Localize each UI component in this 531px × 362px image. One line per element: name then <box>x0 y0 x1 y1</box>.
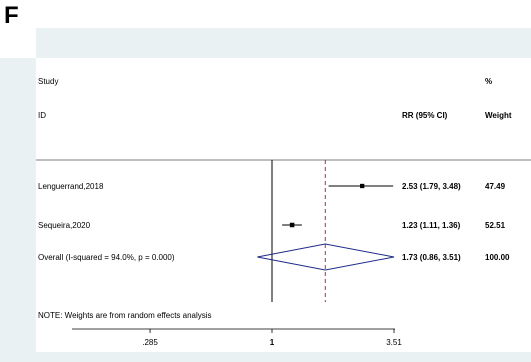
header-percent: % <box>485 77 492 86</box>
header-band <box>36 28 531 58</box>
header-id: ID <box>38 111 46 120</box>
overall-label: Overall (I-squared = 94.0%, p = 0.000) <box>38 253 175 262</box>
x-tick-label: .285 <box>142 338 158 347</box>
study-point <box>360 183 365 189</box>
study-point <box>289 222 295 228</box>
plot-area <box>36 58 531 352</box>
study-label: Lenguerrand,2018 <box>38 182 104 191</box>
x-tick-label: 1 <box>270 338 275 347</box>
header-rr: RR (95% CI) <box>402 111 448 120</box>
study-rr-text: 2.53 (1.79, 3.48) <box>402 182 461 191</box>
study-rr-text: 1.23 (1.11, 1.36) <box>402 221 461 230</box>
overall-rr-text: 1.73 (0.86, 3.51) <box>402 253 461 262</box>
bottom-band <box>36 352 531 362</box>
left-band <box>0 58 36 362</box>
study-weight-text: 47.49 <box>485 182 506 191</box>
study-label: Sequeira,2020 <box>38 221 91 230</box>
panel-label: F <box>4 2 19 29</box>
header-study: Study <box>38 77 58 86</box>
overall-weight-text: 100.00 <box>485 253 510 262</box>
study-weight-text: 52.51 <box>485 221 506 230</box>
forest-marks: Lenguerrand,2018 2.53 (1.79, 3.48) 47.49 Se… <box>38 160 510 347</box>
x-tick-label: 3.51 <box>386 338 402 347</box>
note-text: NOTE: Weights are from random effects an… <box>38 311 212 320</box>
overall-diamond <box>257 243 395 271</box>
header-weight: Weight <box>485 111 512 120</box>
